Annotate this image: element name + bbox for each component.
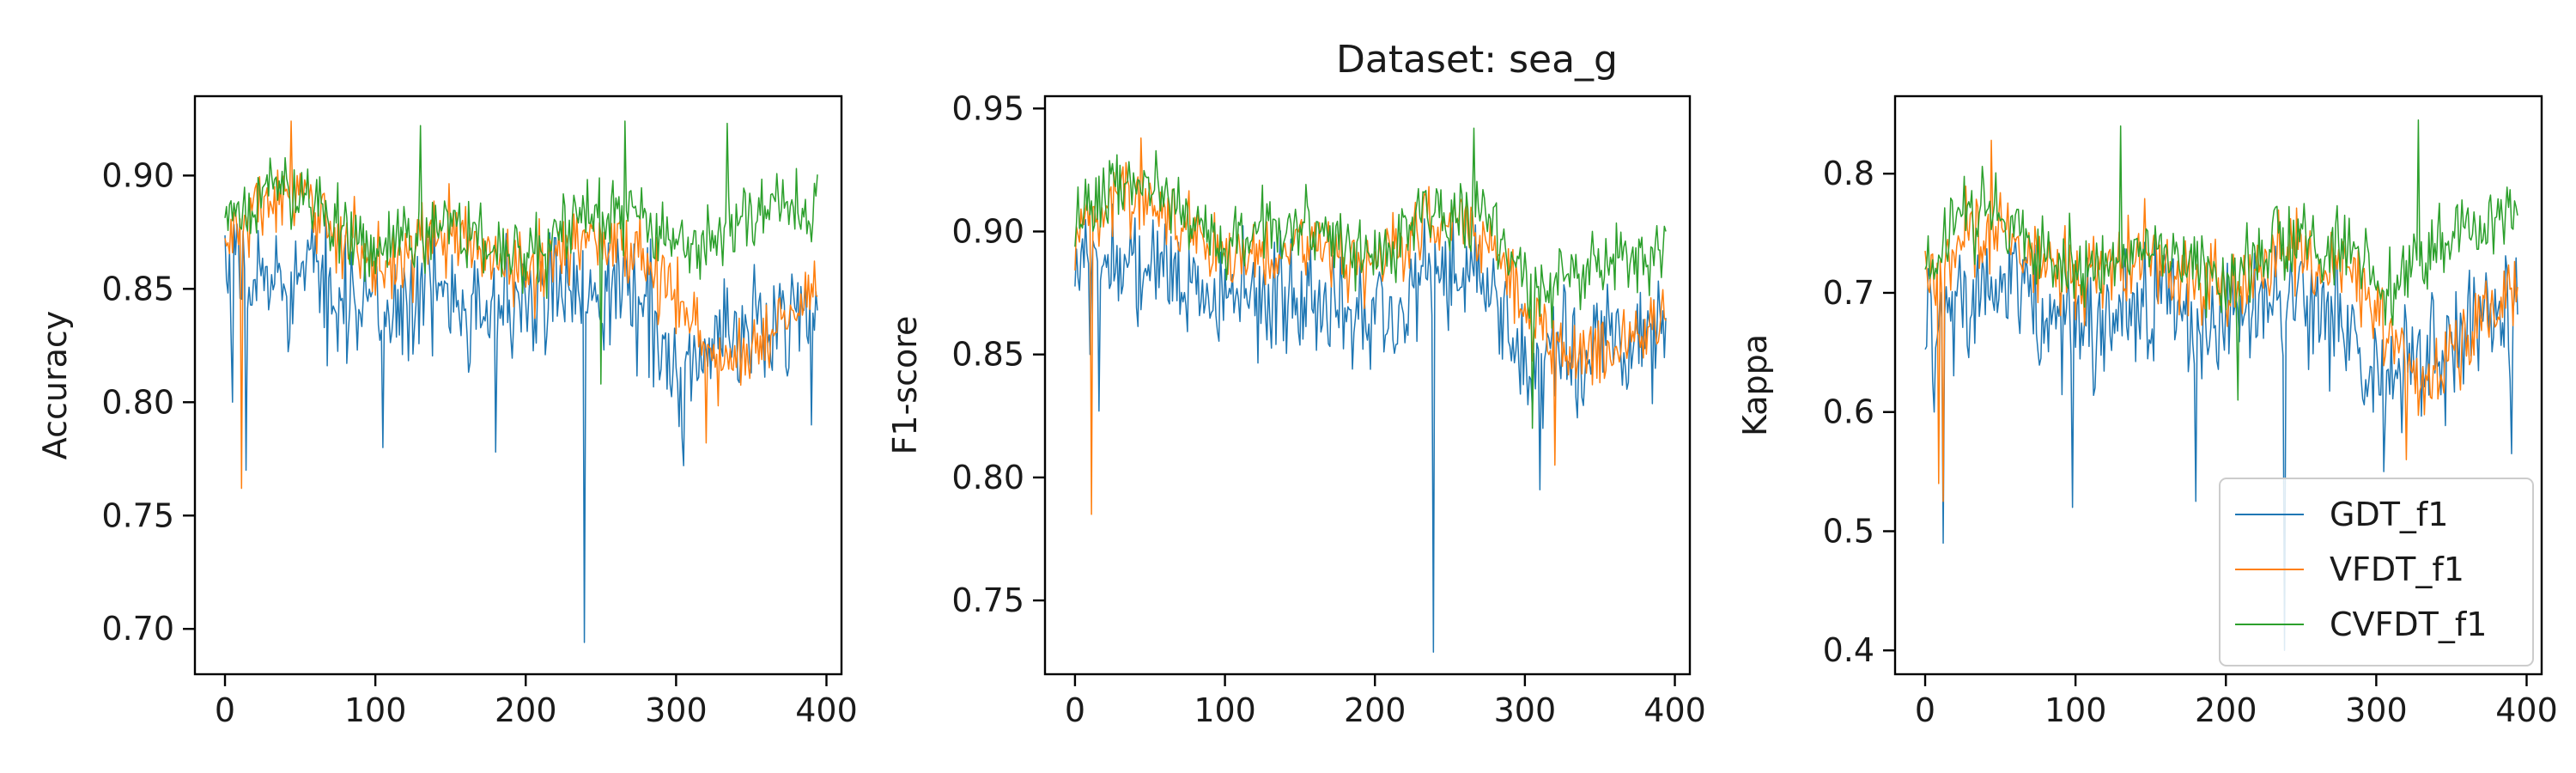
series-vfdt-f1 [224, 120, 818, 490]
y-axis-label: Kappa [1736, 334, 1774, 436]
legend-label: GDT_f1 [2330, 496, 2448, 533]
y-tick-label: 0.8 [1823, 155, 1874, 192]
x-tick-label: 200 [1344, 691, 1406, 729]
x-tick-label: 100 [2044, 691, 2107, 729]
series-lines [224, 120, 818, 643]
x-tick-label: 400 [1643, 691, 1706, 729]
y-axis-label: Accuracy [36, 311, 74, 460]
panel-2: 0 100 200 300 400 0.75 0.80 0.85 0.90 0.95 F1-scor… [886, 89, 1706, 729]
y-tick-label: 0.85 [951, 336, 1024, 374]
x-tick-label: 300 [2345, 691, 2408, 729]
x-tick-label: 400 [2495, 691, 2558, 729]
y-tick-label: 0.75 [951, 581, 1024, 619]
figure-title: Dataset: sea_g [1336, 38, 1618, 82]
y-tick-label: 0.7 [1823, 274, 1874, 312]
x-tick-label: 400 [795, 691, 858, 729]
x-tick-label: 200 [495, 691, 557, 729]
y-tick-label: 0.85 [101, 270, 174, 307]
x-tick-label: 100 [1194, 691, 1256, 729]
plot-frame [1893, 94, 2543, 676]
x-tick-label: 0 [215, 691, 235, 729]
y-tick-label: 0.6 [1823, 393, 1874, 431]
series-vfdt-f1 [1924, 139, 2518, 502]
panel-3: 0 100 200 300 400 0.4 0.5 0.6 0.7 0.8 Kappa [1736, 94, 2558, 729]
series-lines [1924, 119, 2518, 651]
y-tick-label: 0.90 [101, 156, 174, 194]
y-tick-label: 0.4 [1823, 631, 1874, 669]
y-tick-label: 0.75 [101, 496, 174, 534]
series-vfdt-f1 [1074, 137, 1667, 515]
plot-frame [193, 94, 843, 676]
series-gdt-f1 [1074, 203, 1667, 653]
y-tick-label: 0.80 [101, 383, 174, 421]
series-gdt-f1 [224, 216, 818, 643]
y-axis-label: F1-score [886, 316, 924, 455]
legend: GDT_f1 VFDT_f1 CVFDT_f1 [2219, 478, 2534, 666]
x-tick-label: 200 [2195, 691, 2257, 729]
x-tick-label: 300 [645, 691, 708, 729]
y-tick-label: 0.80 [951, 459, 1024, 496]
x-tick-label: 0 [1915, 691, 1935, 729]
legend-box [2219, 478, 2534, 666]
panel-1: 0 100 200 300 400 0.70 0.75 0.80 0.85 0.90 Accurac… [36, 94, 858, 729]
x-tick-label: 100 [344, 691, 407, 729]
x-tick-label: 0 [1065, 691, 1085, 729]
y-tick-label: 0.95 [951, 89, 1024, 127]
legend-label: VFDT_f1 [2330, 551, 2464, 588]
legend-label: CVFDT_f1 [2330, 606, 2487, 643]
x-tick-label: 300 [1494, 691, 1557, 729]
series-cvfdt-f1 [1924, 119, 2518, 401]
y-tick-label: 0.5 [1823, 512, 1874, 550]
series-cvfdt-f1 [1074, 127, 1667, 429]
plot-frame [1043, 94, 1692, 676]
series-cvfdt-f1 [224, 120, 818, 385]
y-tick-label: 0.90 [951, 213, 1024, 251]
series-lines [1074, 127, 1667, 653]
y-tick-label: 0.70 [101, 610, 174, 648]
